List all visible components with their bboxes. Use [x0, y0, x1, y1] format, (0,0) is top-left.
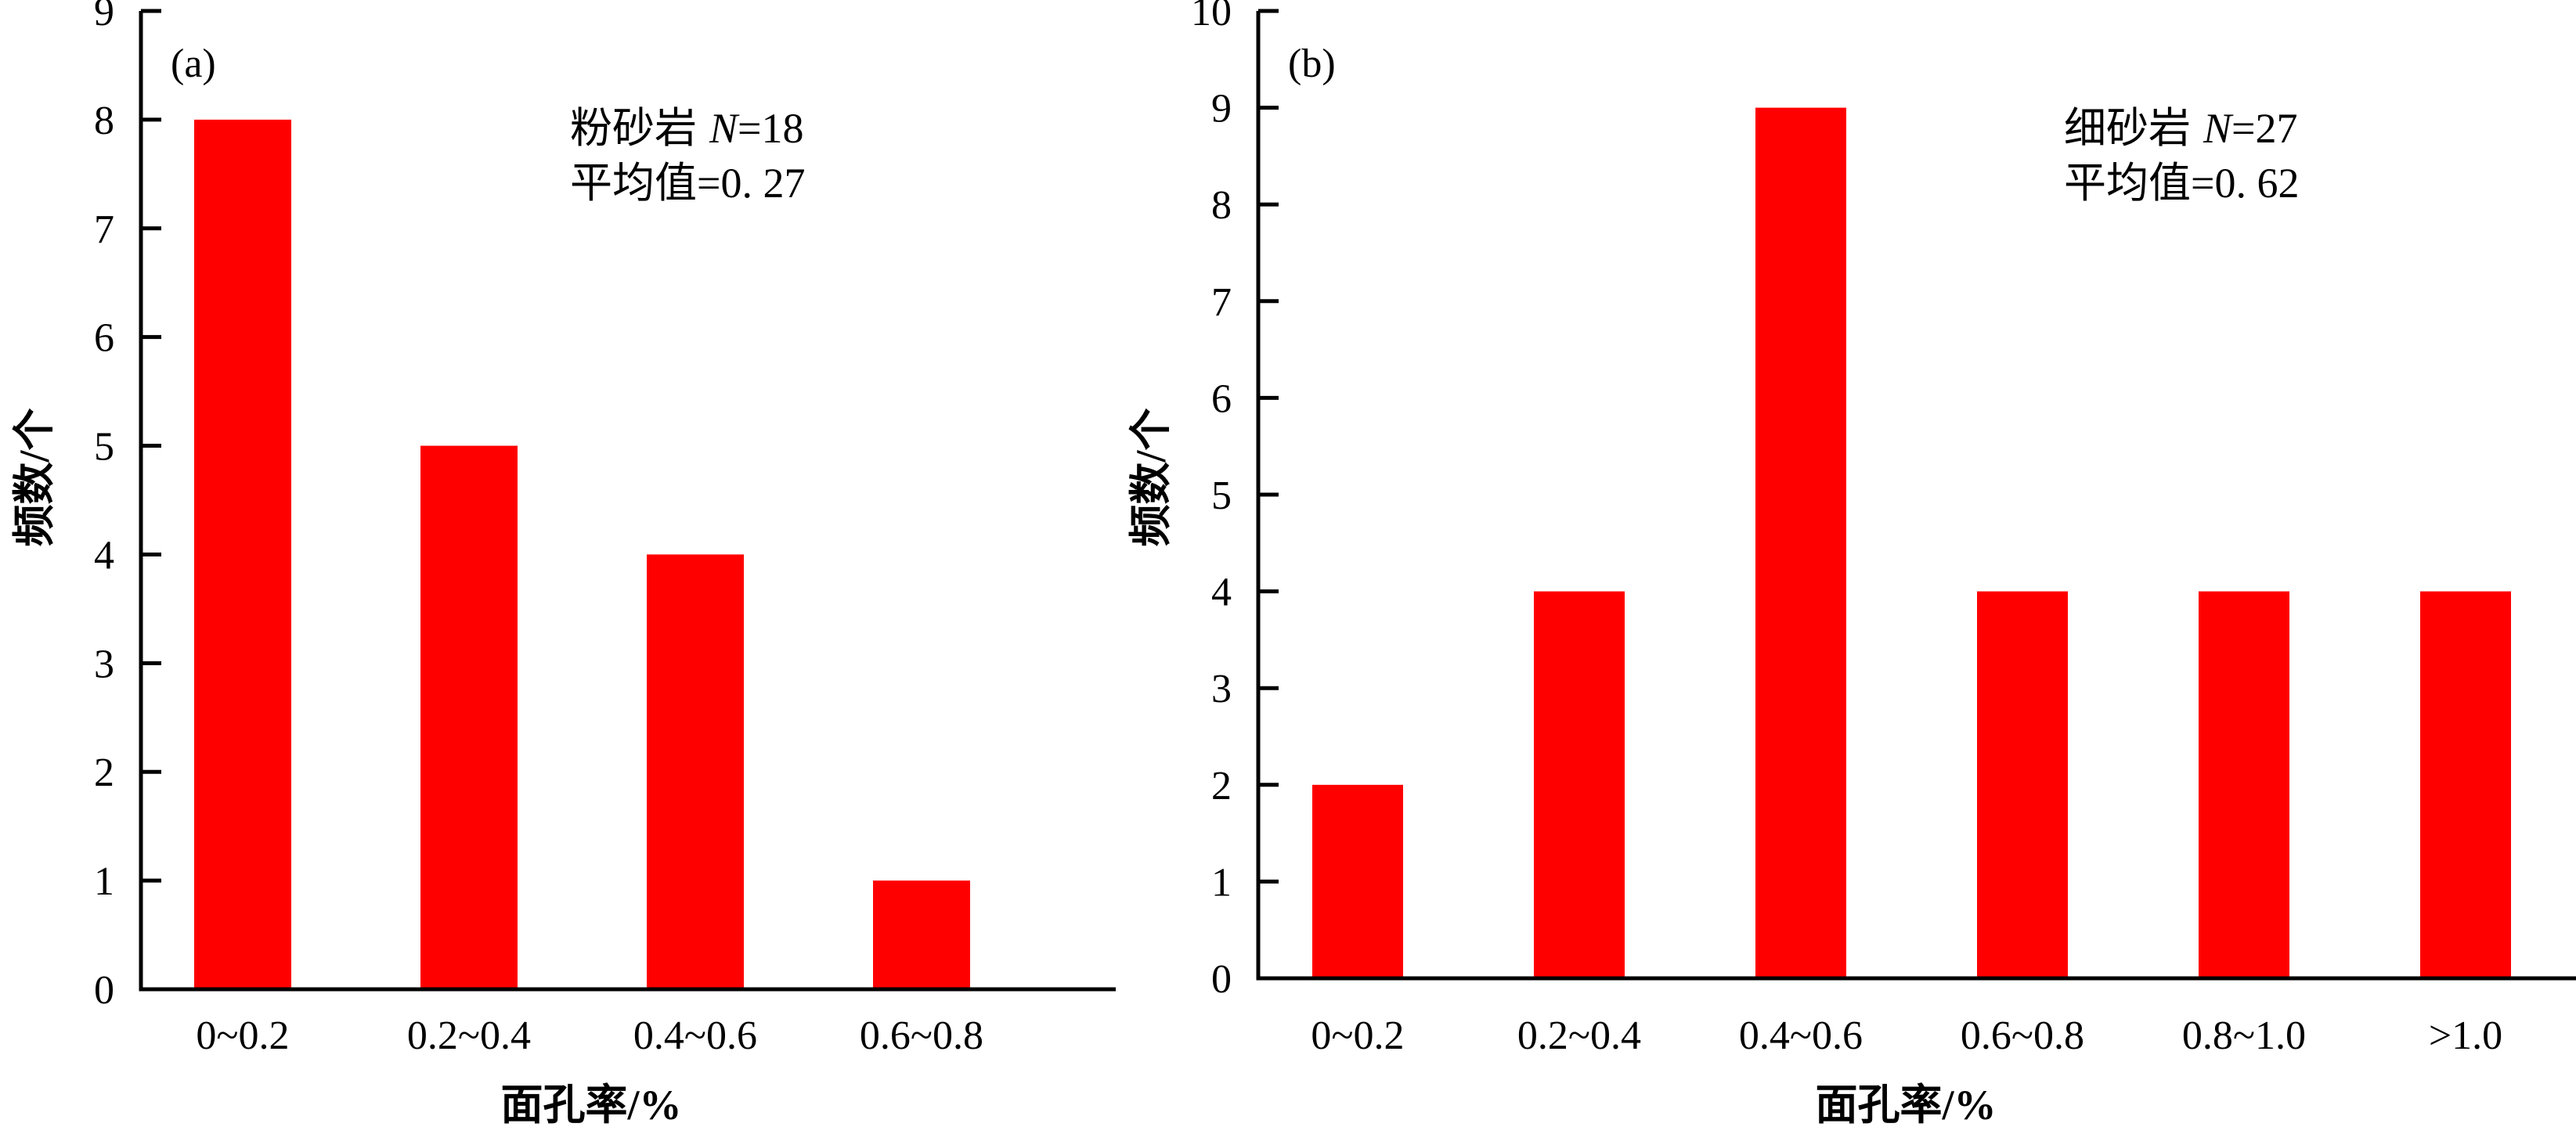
panel-b-rock-type: 细砂岩	[2064, 105, 2191, 152]
panel-b-bar	[1312, 784, 1403, 978]
panel-a-y-tick-label: 3	[94, 642, 114, 686]
panel-b-y-tick-label: 2	[1211, 764, 1232, 808]
panel-b-x-category-label: 0.8~1.0	[2182, 1014, 2306, 1058]
panel-b-y-tick-label: 8	[1211, 183, 1232, 228]
panel-b-y-tick-label: 5	[1211, 473, 1232, 518]
panel-a-x-title: 面孔率/%	[500, 1082, 681, 1127]
panel-b-n-value: =27	[2231, 105, 2297, 152]
panel-b-axes	[1256, 11, 2576, 981]
panel-b-y-tick-label: 10	[1191, 0, 1232, 34]
panel-b-bar	[2199, 591, 2289, 978]
panel-b-x-category-label: 0.4~0.6	[1739, 1014, 1863, 1058]
panel-b-x-category-label: 0~0.2	[1311, 1014, 1404, 1058]
panel-a-y-tick-label: 1	[94, 859, 114, 904]
panel-a-y-tick-label: 9	[94, 0, 114, 34]
panel-a-y-ticks: 0 1 2 3 4 5 6 7 8 9	[94, 0, 161, 1013]
panel-b-bar	[1755, 107, 1846, 979]
panel-b-x-title: 面孔率/%	[1815, 1082, 1996, 1127]
panel-a-y-tick-label: 8	[94, 99, 114, 143]
panel-a-y-tick-label: 0	[94, 968, 114, 1013]
panel-a-n-value: =18	[738, 105, 803, 152]
panel-b-y-tick-label: 0	[1211, 957, 1232, 1002]
panel-a-annotation-rock: 粉砂岩 N=18	[570, 105, 804, 152]
panel-a-x-category-label: 0.2~0.4	[407, 1014, 531, 1058]
panel-a-n-symbol: N	[709, 105, 740, 152]
panel-b-y-tick-label: 4	[1211, 571, 1232, 615]
panel-b-y-tick-label: 7	[1211, 280, 1232, 325]
panel-b-bar	[1977, 591, 2068, 978]
panel-a-y-tick-label: 4	[94, 533, 114, 578]
panel-a-x-category-label: 0~0.2	[196, 1014, 289, 1058]
panel-a-y-title: 频数/个	[11, 408, 58, 546]
panel-b-y-title: 频数/个	[1127, 408, 1174, 546]
panel-a-y-tick-label: 7	[94, 207, 114, 252]
panel-a-bar	[873, 880, 970, 989]
panel-a-y-tick-label: 5	[94, 425, 114, 470]
panel-b-x-category-label: >1.0	[2429, 1014, 2502, 1058]
panel-b-bar	[1534, 591, 1625, 978]
panel-b-y-tick-label: 3	[1211, 667, 1232, 711]
panel-b-y-tick-label: 1	[1211, 860, 1232, 905]
panel-b-annotation-mean: 平均值=0. 62	[2064, 160, 2299, 207]
panel-a-y-tick-label: 2	[94, 751, 114, 795]
panel-b-y-tick-label: 6	[1211, 376, 1232, 421]
panel-b-y-tick-label: 9	[1211, 87, 1232, 131]
panel-a-x-category-label: 0.4~0.6	[633, 1014, 757, 1058]
panel-a-rock-type: 粉砂岩	[570, 105, 697, 152]
panel-a-bar	[647, 554, 744, 989]
panel-a-bars	[194, 119, 970, 989]
panel-b-label: (b)	[1288, 41, 1336, 86]
panel-b-y-ticks: 0 1 2 3 4 5 6 7 8 9 10	[1191, 0, 1279, 1002]
panel-a-label: (a)	[171, 41, 216, 86]
panel-b-n-symbol: N	[2203, 105, 2234, 152]
panel-a-y-tick-label: 6	[94, 316, 114, 361]
panel-b-x-category-label: 0.6~0.8	[1961, 1014, 2084, 1058]
panel-b-annotation-rock: 细砂岩 N=27	[2064, 105, 2298, 152]
panel-a-x-category-labels: 0~0.2 0.2~0.4 0.4~0.6 0.6~0.8	[196, 1014, 983, 1058]
panel-a-axes	[139, 11, 1116, 992]
panel-a-x-category-label: 0.6~0.8	[860, 1014, 983, 1058]
panel-b-x-category-labels: 0~0.2 0.2~0.4 0.4~0.6 0.6~0.8 0.8~1.0 >1.0	[1311, 1014, 2502, 1058]
panel-b-x-category-label: 0.2~0.4	[1517, 1014, 1641, 1058]
panel-b-bar	[2420, 591, 2511, 978]
panel-b-bars	[1312, 107, 2511, 979]
panel-a-annotation-mean: 平均值=0. 27	[570, 160, 805, 207]
panel-a-bar	[194, 119, 291, 989]
panel-a: 0 1 2 3 4 5 6 7 8 9 0~0.2 0.2~0.4 0.4~0.6 0.6~0.8 (a…	[11, 0, 1116, 1127]
panel-a-bar	[420, 445, 518, 989]
